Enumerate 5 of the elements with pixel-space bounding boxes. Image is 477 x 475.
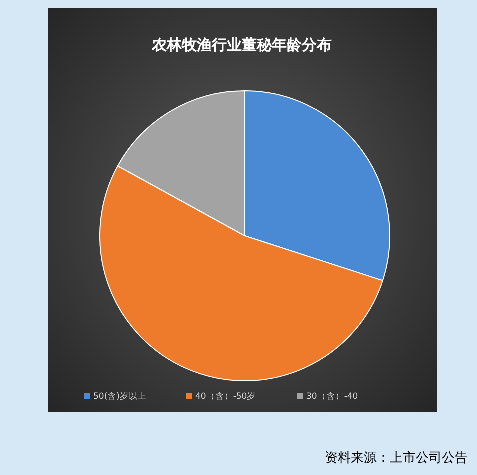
legend-label: 50(含)岁以上 bbox=[94, 391, 147, 402]
legend-label: 40（含）-50岁 bbox=[196, 391, 256, 402]
legend-label: 30（含）-40 bbox=[306, 391, 358, 402]
text: 资料来源：上市公司公告 bbox=[325, 451, 468, 466]
chart-title: 农林牧渔行业董秘年龄分布 bbox=[151, 36, 332, 54]
